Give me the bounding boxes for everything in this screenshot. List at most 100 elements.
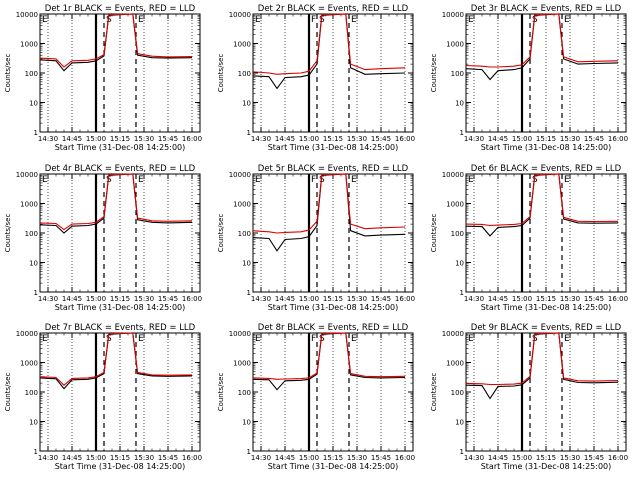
- series-line-lld: [252, 13, 406, 75]
- y-axis-label: Counts/sec: [430, 54, 438, 93]
- chart-title: Det 5r BLACK = Events, RED = LLD: [258, 164, 409, 174]
- x-tick-label: 15:00: [299, 295, 319, 303]
- y-tick-label: 100: [25, 389, 38, 397]
- y-tick-label: 1000: [446, 41, 464, 49]
- y-tick-label: 1: [34, 129, 38, 137]
- series-line-lld: [465, 332, 619, 386]
- x-tick-label: 14:30: [464, 135, 484, 143]
- event-marker-label: E: [351, 15, 357, 25]
- x-tick-label: 14:30: [251, 454, 271, 462]
- x-tick-label: 15:15: [323, 295, 343, 303]
- y-tick-label: 1000: [20, 360, 38, 368]
- y-axis-label: Counts/sec: [4, 54, 12, 93]
- x-tick-label: 15:45: [371, 454, 391, 462]
- y-tick-label: 1000: [446, 360, 464, 368]
- y-tick-label: 10: [455, 419, 464, 427]
- y-axis-label: Counts/sec: [217, 214, 225, 253]
- y-tick-label: 100: [238, 70, 251, 78]
- x-tick-label: 14:45: [275, 454, 295, 462]
- x-tick-label: 15:15: [323, 135, 343, 143]
- x-tick-label: 15:15: [323, 454, 343, 462]
- event-marker-label: E: [42, 175, 48, 185]
- chart-panel-2: Det 2r BLACK = Events, RED = LLD Counts/s…: [217, 4, 415, 152]
- x-tick-label: 16:00: [608, 135, 628, 143]
- x-tick-label: 14:30: [464, 295, 484, 303]
- x-tick-label: 14:30: [464, 454, 484, 462]
- x-tick-label: 15:30: [134, 454, 154, 462]
- y-tick-label: 10: [455, 100, 464, 108]
- event-marker-label: E: [468, 15, 474, 25]
- plot-frame: [465, 173, 627, 293]
- x-tick-label: 16:00: [608, 295, 628, 303]
- x-tick-label: 16:00: [395, 135, 415, 143]
- series-line-lld: [39, 332, 193, 386]
- y-tick-label: 1: [460, 289, 464, 297]
- series-line-events: [39, 173, 193, 234]
- y-axis-label: Counts/sec: [4, 214, 12, 253]
- y-tick-label: 10000: [442, 330, 464, 338]
- x-tick-label: 15:45: [158, 135, 178, 143]
- y-axis-label: Counts/sec: [217, 373, 225, 412]
- event-marker-label: E: [255, 15, 261, 25]
- plot-frame: [465, 13, 627, 133]
- y-axis-label: Counts/sec: [4, 373, 12, 412]
- event-marker-label: E: [564, 15, 570, 25]
- x-tick-label: 14:30: [38, 454, 58, 462]
- x-tick-label: 15:00: [86, 295, 106, 303]
- y-tick-label: 10: [29, 419, 38, 427]
- y-tick-label: 10000: [442, 11, 464, 19]
- y-tick-label: 10000: [229, 330, 251, 338]
- series-line-lld: [39, 173, 193, 231]
- x-tick-label: 15:30: [347, 295, 367, 303]
- x-tick-label: 15:00: [512, 454, 532, 462]
- chart-title: Det 2r BLACK = Events, RED = LLD: [258, 4, 409, 14]
- x-tick-label: 15:15: [110, 135, 130, 143]
- chart-title: Det 3r BLACK = Events, RED = LLD: [471, 4, 622, 14]
- y-tick-label: 1000: [20, 201, 38, 209]
- x-tick-label: 16:00: [395, 295, 415, 303]
- event-marker-label: F: [311, 334, 316, 344]
- x-tick-label: 14:30: [251, 295, 271, 303]
- event-marker-label: E: [42, 15, 48, 25]
- y-axis-label: Counts/sec: [217, 54, 225, 93]
- x-tick-label: 16:00: [182, 295, 202, 303]
- x-tick-label: 15:30: [134, 135, 154, 143]
- y-tick-label: 100: [25, 230, 38, 238]
- plot-frame: [39, 332, 201, 452]
- y-tick-label: 10: [455, 260, 464, 268]
- chart-panel-9: Det 9r BLACK = Events, RED = LLD Counts/s…: [430, 323, 628, 471]
- event-marker-label: F: [311, 15, 316, 25]
- chart-panel-4: Det 4r BLACK = Events, RED = LLD Counts/s…: [4, 164, 202, 312]
- x-tick-label: 16:00: [608, 454, 628, 462]
- y-tick-label: 100: [451, 230, 464, 238]
- x-axis-label: Start Time (31-Dec-08 14:25:00): [481, 143, 612, 152]
- x-tick-label: 15:30: [560, 295, 580, 303]
- x-tick-label: 15:00: [512, 295, 532, 303]
- event-marker-label: S: [106, 175, 112, 185]
- chart-title: Det 4r BLACK = Events, RED = LLD: [45, 164, 196, 174]
- x-tick-label: 15:30: [347, 454, 367, 462]
- x-tick-label: 15:15: [110, 454, 130, 462]
- x-tick-label: 15:30: [560, 454, 580, 462]
- chart-title: Det 1r BLACK = Events, RED = LLD: [45, 4, 196, 14]
- y-tick-label: 100: [25, 70, 38, 78]
- y-tick-label: 1: [247, 129, 251, 137]
- event-marker-label: S: [106, 15, 112, 25]
- y-tick-label: 10: [242, 260, 251, 268]
- x-tick-label: 15:30: [347, 135, 367, 143]
- event-marker-label: E: [351, 334, 357, 344]
- y-tick-label: 10: [242, 419, 251, 427]
- y-tick-label: 1: [247, 289, 251, 297]
- series-line-lld: [252, 332, 406, 380]
- x-tick-label: 14:45: [275, 295, 295, 303]
- x-axis-label: Start Time (31-Dec-08 14:25:00): [268, 143, 399, 152]
- y-axis-label: Counts/sec: [430, 214, 438, 253]
- y-tick-label: 1: [34, 448, 38, 456]
- x-tick-label: 15:00: [299, 135, 319, 143]
- series-line-events: [252, 332, 406, 391]
- y-tick-label: 1000: [20, 41, 38, 49]
- y-tick-label: 1000: [233, 41, 251, 49]
- x-axis-label: Start Time (31-Dec-08 14:25:00): [55, 143, 186, 152]
- x-tick-label: 15:30: [134, 295, 154, 303]
- series-line-events: [252, 13, 406, 90]
